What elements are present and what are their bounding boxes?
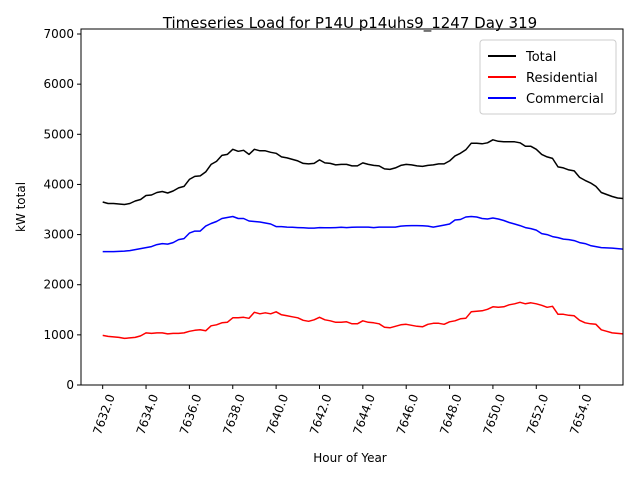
chart-title: Timeseries Load for P14U p14uhs9_1247 Da… bbox=[162, 14, 537, 33]
x-axis-label: Hour of Year bbox=[313, 451, 387, 465]
series-line-residential bbox=[102, 301, 624, 340]
y-tick-label: 0 bbox=[66, 378, 74, 392]
series-line-total bbox=[102, 139, 624, 206]
y-axis-label: kW total bbox=[14, 182, 28, 232]
legend-box bbox=[479, 39, 617, 115]
y-tick-label: 7000 bbox=[43, 27, 74, 41]
series-line-commercial bbox=[102, 215, 624, 253]
legend-label-residential: Residential bbox=[526, 71, 598, 86]
y-tick-label: 3000 bbox=[43, 228, 74, 242]
plot-area-frame bbox=[80, 28, 624, 386]
legend-label-commercial: Commercial bbox=[526, 92, 604, 107]
y-tick-label: 4000 bbox=[43, 177, 74, 191]
y-tick-label: 5000 bbox=[43, 127, 74, 141]
series-layer bbox=[102, 139, 624, 340]
y-tick-label: 1000 bbox=[43, 328, 74, 342]
y-axis: 0 1000 2000 3000 4000 5000 6000 7000 bbox=[43, 27, 81, 392]
legend: Total Residential Commercial bbox=[479, 39, 617, 115]
y-tick-label: 2000 bbox=[43, 278, 74, 292]
legend-label-total: Total bbox=[525, 50, 556, 65]
y-tick-label: 6000 bbox=[43, 77, 74, 91]
